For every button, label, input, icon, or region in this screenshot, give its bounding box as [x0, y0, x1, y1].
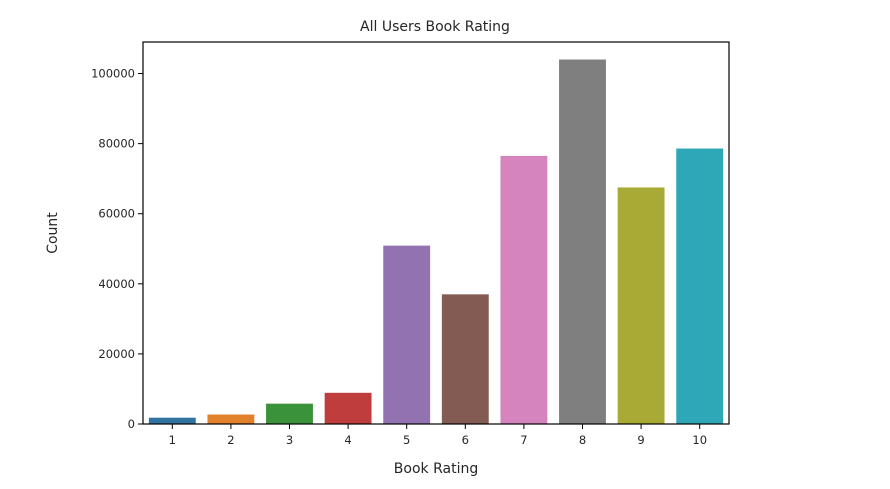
bar-8: [559, 59, 606, 425]
x-tick-label: 8: [579, 433, 586, 447]
y-tick-label: 60000: [98, 207, 135, 221]
bar-1: [148, 417, 196, 424]
x-axis-label: Book Rating: [394, 461, 478, 477]
y-tick-label: 80000: [98, 137, 135, 151]
x-tick-label: 5: [403, 433, 410, 447]
bar-9: [617, 187, 665, 424]
y-tick-label: 20000: [98, 347, 135, 361]
bar-4: [324, 392, 372, 424]
bar-3: [266, 403, 313, 424]
bar-10: [676, 148, 724, 425]
x-tick-label: 7: [520, 433, 527, 447]
bar-2: [207, 414, 255, 424]
y-tick-label: 40000: [98, 277, 135, 291]
chart-title: All Users Book Rating: [360, 19, 510, 35]
x-tick-label: 1: [169, 433, 176, 447]
y-axis-ticks: 0 20000 40000 60000 80000 100000: [91, 67, 143, 431]
x-tick-label: 3: [286, 433, 293, 447]
y-tick-label: 100000: [91, 67, 135, 81]
plot-frame: [142, 41, 730, 425]
x-tick-label: 6: [462, 433, 469, 447]
x-tick-label: 10: [692, 433, 707, 447]
x-tick-label: 4: [344, 433, 351, 447]
y-axis-label: Count: [45, 212, 61, 254]
x-tick-label: 2: [227, 433, 234, 447]
x-tick-label: 9: [637, 433, 644, 447]
y-tick-label: 0: [128, 417, 135, 431]
bar-7: [500, 155, 548, 424]
bar-6: [441, 294, 489, 424]
x-axis-ticks: 1 2 3 4 5 6 7 8 9 10: [169, 424, 707, 447]
bars-group: [148, 59, 724, 425]
bar-5: [383, 245, 431, 424]
